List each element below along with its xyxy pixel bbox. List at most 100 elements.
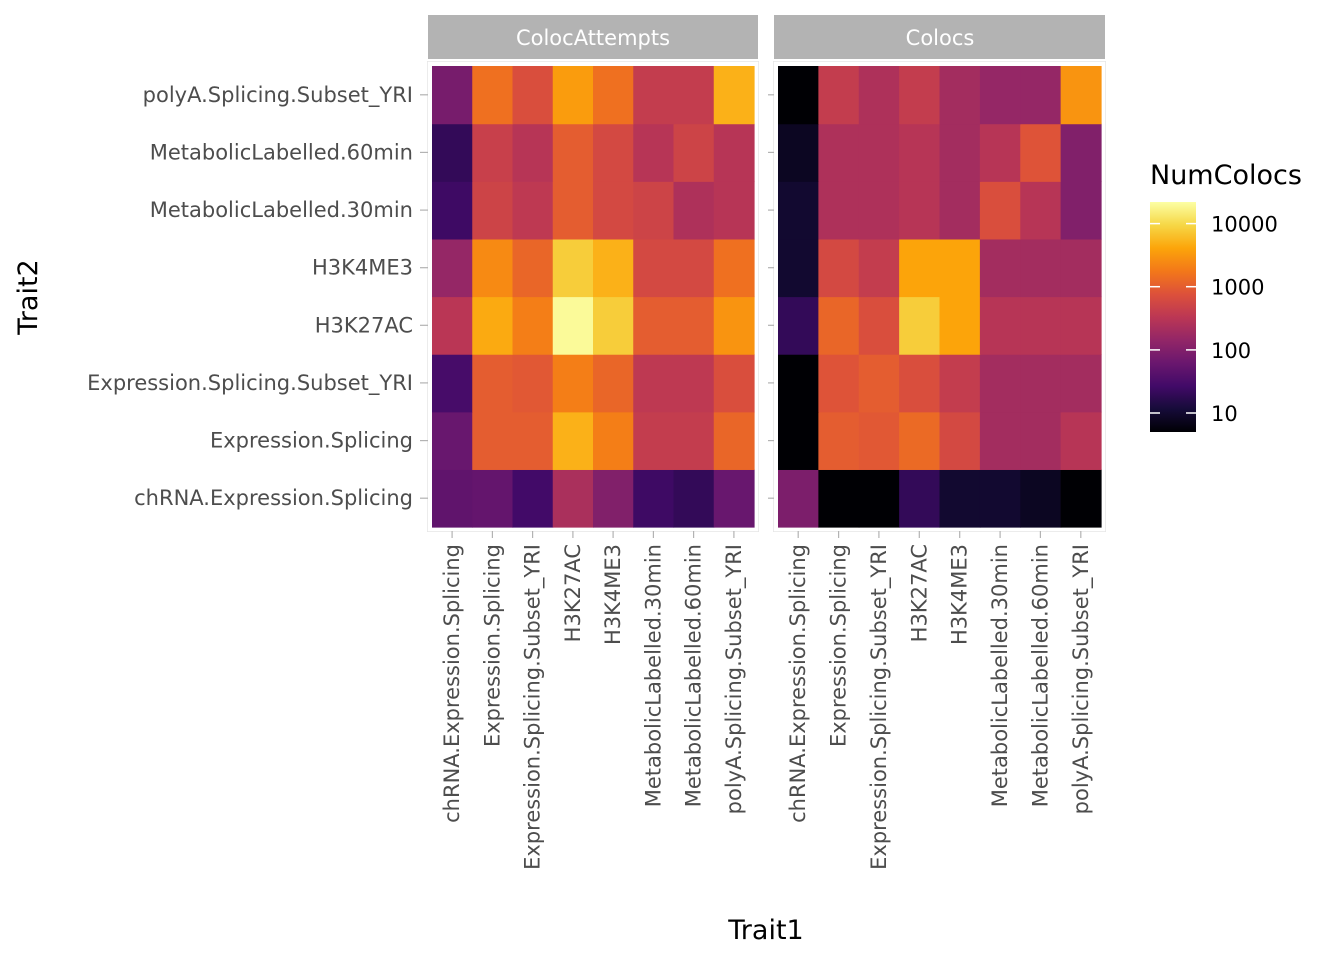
heatmap-cell	[673, 296, 715, 355]
strip-label-coloc-attempts: ColocAttempts	[516, 26, 670, 50]
heatmap-cell	[472, 181, 514, 240]
heatmap-cell	[673, 411, 715, 470]
legend-tick-label: 100	[1211, 339, 1251, 363]
heatmap-cell	[593, 123, 634, 182]
x-tick-label: Expression.Splicing	[827, 544, 851, 747]
heatmap-cell	[633, 411, 675, 470]
heatmap-cell	[858, 123, 900, 182]
heatmap-cell	[633, 296, 675, 355]
heatmap-cell	[1060, 181, 1102, 240]
y-tick-label: Expression.Splicing	[210, 429, 413, 453]
heatmap-cell	[1060, 66, 1102, 125]
heatmap-cell	[899, 296, 941, 355]
heatmap-cell	[673, 469, 715, 528]
heatmap-cell	[552, 123, 594, 182]
heatmap-cell	[633, 469, 675, 528]
heatmap-cell	[512, 123, 554, 182]
heatmap-cell	[1060, 469, 1102, 528]
y-tick-label: MetabolicLabelled.30min	[150, 198, 413, 222]
heatmap-cell	[979, 238, 1021, 298]
panel-coloc-attempts: ColocAttempts	[427, 15, 759, 532]
heatmap-cell	[472, 296, 514, 355]
heatmap-cell	[899, 411, 941, 470]
heatmap-cell	[673, 238, 715, 298]
x-tick-label: H3K4ME3	[948, 544, 972, 645]
heatmap-cell	[673, 123, 715, 182]
x-tick-label: polyA.Splicing.Subset_YRI	[1069, 544, 1094, 814]
heatmap-cell	[1020, 354, 1062, 413]
heatmap-cell	[818, 238, 860, 298]
heatmap-cell	[593, 354, 634, 413]
heatmap-cell	[818, 181, 860, 240]
heatmap-cell	[1060, 296, 1102, 355]
heatmap-cell	[552, 238, 594, 298]
x-tick-label: Expression.Splicing.Subset_YRI	[521, 544, 546, 870]
x-tick-label: Expression.Splicing	[480, 544, 504, 747]
heatmap-cell	[432, 469, 473, 528]
legend-ticks: 10 100 1000 10000	[1150, 213, 1278, 426]
legend-title: NumColocs	[1150, 160, 1302, 191]
heatmap-cell	[1060, 123, 1102, 182]
heatmap-cell	[552, 181, 594, 240]
heatmap-cell	[512, 411, 554, 470]
heatmap-cell	[713, 411, 755, 470]
heatmap-cell	[1020, 296, 1062, 355]
strip-background	[774, 15, 1105, 59]
heatmap-cell	[593, 411, 634, 470]
x-tick-label: MetabolicLabelled.30min	[988, 544, 1012, 807]
heatmap-cell	[939, 411, 981, 470]
heatmap-cell	[899, 123, 941, 182]
heatmap-cell	[778, 66, 819, 125]
y-tick-label: Expression.Splicing.Subset_YRI	[87, 371, 413, 396]
heatmap-cell	[432, 123, 473, 182]
heatmap-cell	[633, 123, 675, 182]
x-axis-title: Trait1	[727, 915, 803, 946]
heatmap-cell	[778, 238, 819, 298]
legend-tick-label: 10	[1211, 402, 1238, 426]
heatmap-cell	[673, 354, 715, 413]
heatmap-cell	[899, 66, 941, 125]
panel-inner-border	[427, 61, 759, 532]
heatmap-cell	[713, 296, 755, 355]
heatmap-cell	[818, 123, 860, 182]
heatmap-cell	[778, 296, 819, 355]
heatmap-cell	[899, 354, 941, 413]
panel-inner-border	[773, 61, 1106, 532]
cells-group-coloc-attempts	[432, 66, 755, 528]
heatmap-cell	[979, 181, 1021, 240]
legend: NumColocs 10 100 1000 10000	[1150, 160, 1302, 432]
heatmap-cell	[432, 66, 473, 125]
y-tick-label: H3K27AC	[315, 313, 413, 337]
heatmap-cell	[1020, 411, 1062, 470]
heatmap-cell	[818, 296, 860, 355]
heatmap-cell	[552, 411, 594, 470]
heatmap-cell	[979, 66, 1021, 125]
heatmap-cell	[472, 469, 514, 528]
x-axis-tick-labels: chRNA.Expression.Splicing Expression.Spli…	[440, 531, 1094, 870]
heatmap-cell	[818, 411, 860, 470]
heatmap-cell	[633, 181, 675, 240]
heatmap-cell	[939, 66, 981, 125]
heatmap-cell	[512, 238, 554, 298]
heatmap-cell	[939, 296, 981, 355]
legend-colorbar	[1150, 202, 1196, 432]
heatmap-cell	[472, 123, 514, 182]
heatmap-cell	[633, 238, 675, 298]
heatmap-cell	[858, 469, 900, 528]
heatmap-cell	[552, 66, 594, 125]
heatmap-cell	[552, 354, 594, 413]
heatmap-cell	[1020, 469, 1062, 528]
x-tick-label: polyA.Splicing.Subset_YRI	[722, 544, 747, 814]
cells-group-colocs	[778, 66, 1102, 528]
heatmap-cell	[899, 238, 941, 298]
y-axis-tick-labels: chRNA.Expression.Splicing Expression.Spli…	[87, 83, 774, 510]
legend-tick-label: 10000	[1211, 213, 1278, 237]
heatmap-cell	[939, 123, 981, 182]
y-tick-label: H3K4ME3	[312, 256, 413, 280]
heatmap-cell	[1020, 181, 1062, 240]
heatmap-cell	[713, 181, 755, 240]
heatmap-cell	[1020, 123, 1062, 182]
heatmap-cell	[713, 123, 755, 182]
heatmap-cell	[432, 411, 473, 470]
